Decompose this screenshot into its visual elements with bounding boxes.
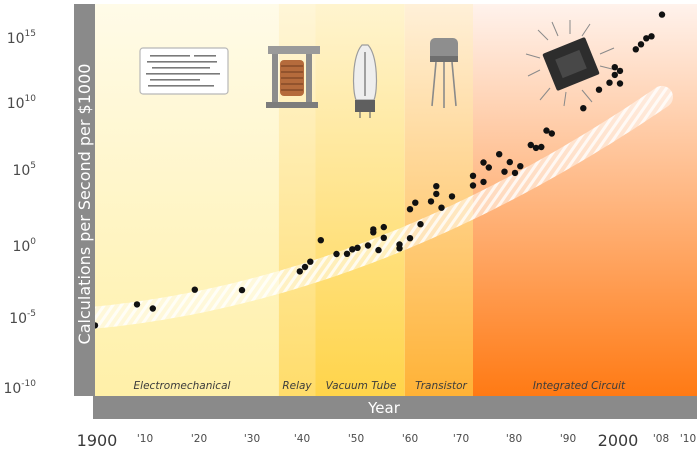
transistor-icon (430, 38, 458, 108)
y-tick-label: 10-5 (9, 309, 36, 327)
data-point (307, 258, 314, 265)
era-label: Vacuum Tube (326, 380, 397, 392)
data-point (480, 178, 487, 186)
x-tick-label: '10 (137, 433, 153, 445)
x-tick-label: '80 (506, 433, 522, 445)
x-tick-label: 1900 (77, 431, 118, 450)
data-point (349, 246, 356, 253)
x-axis-bar (93, 396, 697, 419)
data-point (611, 63, 618, 71)
x-tick-label: '40 (294, 433, 310, 445)
data-point (364, 242, 372, 249)
era-labels: Electromechanical Relay Vacuum Tube Transis… (134, 380, 627, 392)
data-point (637, 41, 645, 48)
data-point (417, 221, 424, 228)
data-point (438, 204, 445, 211)
vacuum-tube-icon (352, 44, 378, 118)
data-point (658, 11, 666, 18)
data-point (496, 151, 503, 158)
data-point (191, 286, 198, 293)
x-tick-labels: 1900 '10 '20 '30 '40 '50 '60 '70 '80 '90 2000 '08 '1… (77, 431, 696, 450)
data-point (448, 193, 456, 200)
data-point (511, 169, 519, 177)
data-point (580, 105, 587, 112)
data-point (532, 144, 540, 152)
data-point (643, 35, 650, 42)
data-point (412, 199, 419, 206)
x-tick-label: '20 (191, 433, 207, 445)
y-tick-label: 1015 (7, 29, 36, 47)
x-tick-label: '70 (453, 433, 469, 445)
data-point (375, 246, 382, 254)
data-point (616, 80, 624, 87)
x-axis-title: Year (367, 399, 401, 417)
data-point (149, 305, 156, 312)
data-point (611, 71, 618, 79)
data-point (406, 235, 414, 242)
y-axis-title: Calculations per Second per $1000 (75, 64, 94, 345)
x-tick-label: '60 (402, 433, 418, 445)
data-point (616, 67, 624, 75)
punched-card-icon (139, 47, 229, 95)
data-point (527, 141, 534, 149)
data-point (433, 190, 440, 198)
era-label: Electromechanical (134, 380, 231, 392)
relay-icon (266, 46, 320, 108)
data-point (133, 301, 141, 308)
data-point (543, 127, 550, 134)
data-point (380, 223, 387, 231)
x-tick-label: 2000 (598, 431, 639, 450)
data-point (238, 286, 246, 294)
data-point (501, 168, 508, 175)
data-point (595, 86, 603, 93)
y-tick-label: 105 (12, 161, 36, 179)
x-tick-label: '50 (348, 433, 364, 445)
integrated-circuit-icon (525, 20, 617, 107)
data-point (333, 250, 340, 258)
data-point (548, 130, 555, 137)
data-points (91, 11, 666, 329)
data-point (396, 245, 403, 252)
data-point (380, 234, 387, 241)
era-label: Transistor (415, 380, 467, 392)
data-point (480, 159, 487, 166)
data-point (506, 158, 513, 166)
era-label: Integrated Circuit (533, 380, 626, 392)
data-point (469, 172, 477, 179)
data-point (296, 268, 303, 275)
data-point (427, 198, 435, 205)
data-point (485, 164, 492, 171)
x-tick-label: '90 (560, 433, 576, 445)
technology-illustrations (139, 20, 617, 118)
data-point (538, 143, 545, 151)
data-point (606, 79, 613, 86)
data-point (433, 183, 440, 190)
data-point (517, 163, 524, 170)
y-tick-label: 100 (12, 237, 36, 255)
x-tick-label: '08 (653, 433, 669, 445)
data-point (343, 250, 351, 257)
data-point (632, 46, 639, 53)
x-tick-label: '30 (244, 433, 260, 445)
x-tick-label: '10 (680, 433, 696, 445)
y-tick-label: 10-10 (3, 379, 36, 397)
data-point (354, 244, 361, 251)
data-point (406, 206, 414, 213)
data-point (317, 237, 324, 244)
y-tick-label: 1010 (7, 94, 37, 112)
data-point (469, 182, 477, 189)
era-label: Relay (282, 380, 312, 392)
data-point (301, 263, 309, 271)
data-point (370, 229, 377, 236)
y-axis-bar (74, 4, 95, 396)
data-point (648, 33, 655, 40)
y-tick-labels: 1015 1010 105 100 10-5 10-10 (3, 29, 36, 397)
